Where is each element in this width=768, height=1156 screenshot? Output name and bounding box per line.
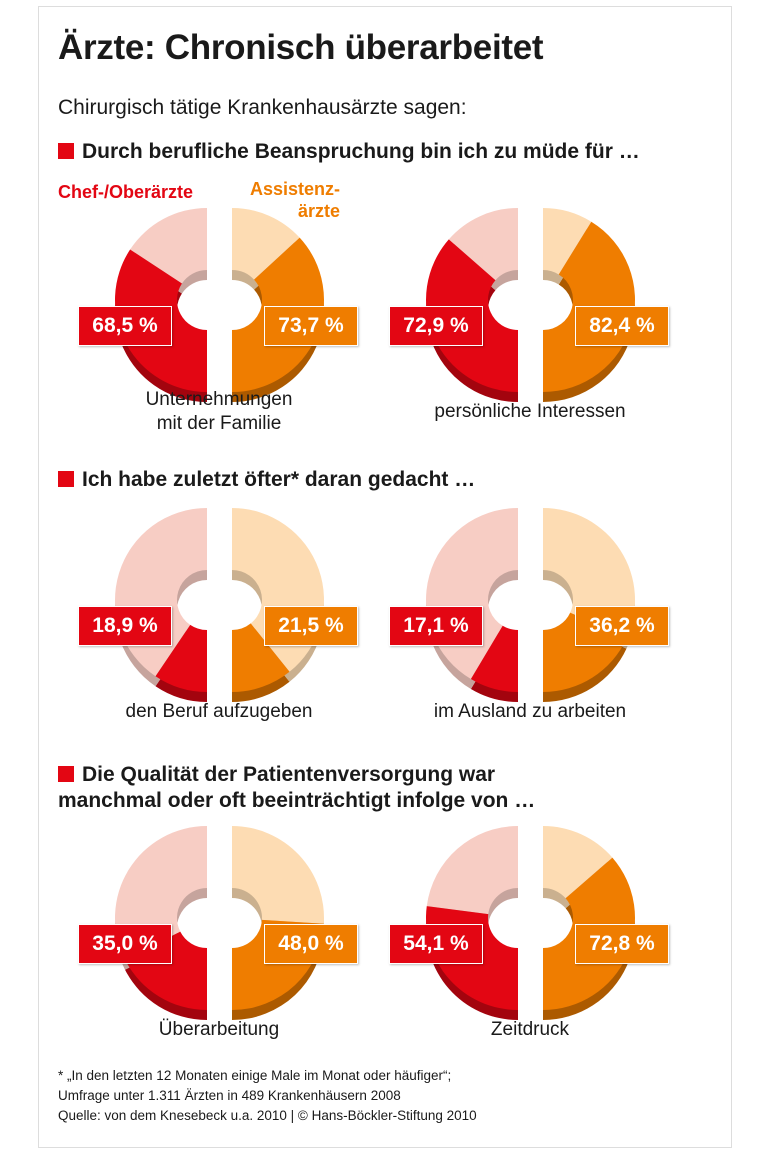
value-label-assistenz: 21,5 % (264, 606, 358, 646)
chart-caption: im Ausland zu arbeiten (433, 701, 627, 722)
value-label-chef: 68,5 % (78, 306, 172, 346)
source: Quelle: von dem Knesebeck u.a. 2010 | © … (58, 1108, 477, 1123)
subtitle: Chirurgisch tätige Krankenhausärzte sage… (58, 96, 467, 119)
value-label-chef: 17,1 % (389, 606, 483, 646)
value-label-assistenz: 48,0 % (264, 924, 358, 964)
donut-chef-rest (130, 208, 207, 284)
donut-chef-value (155, 624, 207, 692)
square-bullet-icon (58, 766, 74, 782)
survey-note: Umfrage unter 1.311 Ärzten in 489 Kranke… (58, 1088, 401, 1103)
square-bullet-icon (58, 471, 74, 487)
donut-assistenz-rest (543, 208, 592, 275)
chart-caption: den Beruf aufzugeben (125, 701, 313, 722)
donut-assistenz-rest (232, 208, 300, 280)
donut-chef-rest (426, 826, 518, 915)
frame (38, 6, 732, 1148)
square-bullet-icon (58, 143, 74, 159)
section-heading-2: Ich habe zuletzt öfter* daran gedacht … (58, 467, 475, 493)
value-label-assistenz: 82,4 % (575, 306, 669, 346)
legend-assistenz: Assistenz-ärzte (250, 179, 341, 221)
donut-assistenz-rest (232, 826, 324, 924)
chart-caption: persönliche Interessen (434, 401, 626, 422)
chart-caption: Unternehmungen mit der Familie (145, 389, 293, 434)
value-label-assistenz: 73,7 % (264, 306, 358, 346)
footnote: * „In den letzten 12 Monaten einige Male… (58, 1068, 452, 1083)
donut-assistenz-rest (543, 508, 636, 639)
chart-caption: Zeitdruck (490, 1019, 570, 1040)
donut-assistenz-value (232, 623, 290, 692)
donut-chef-rest (448, 208, 518, 281)
donut-assistenz-rest (543, 826, 613, 899)
legend-chef: Chef-/Oberärzte (58, 182, 194, 202)
value-label-assistenz: 72,8 % (575, 924, 669, 964)
value-label-chef: 18,9 % (78, 606, 172, 646)
value-label-chef: 54,1 % (389, 924, 483, 964)
donut-chef-value (470, 625, 518, 692)
value-label-chef: 72,9 % (389, 306, 483, 346)
page-title: Ärzte: Chronisch überarbeitet (58, 28, 544, 67)
section-heading-3: Die Qualität der Patientenversorgung war… (58, 763, 536, 812)
value-label-assistenz: 36,2 % (575, 606, 669, 646)
value-label-chef: 35,0 % (78, 924, 172, 964)
chart-caption: Überarbeitung (158, 1019, 280, 1040)
section-heading-1: Durch berufliche Beanspruchung bin ich z… (58, 139, 640, 165)
